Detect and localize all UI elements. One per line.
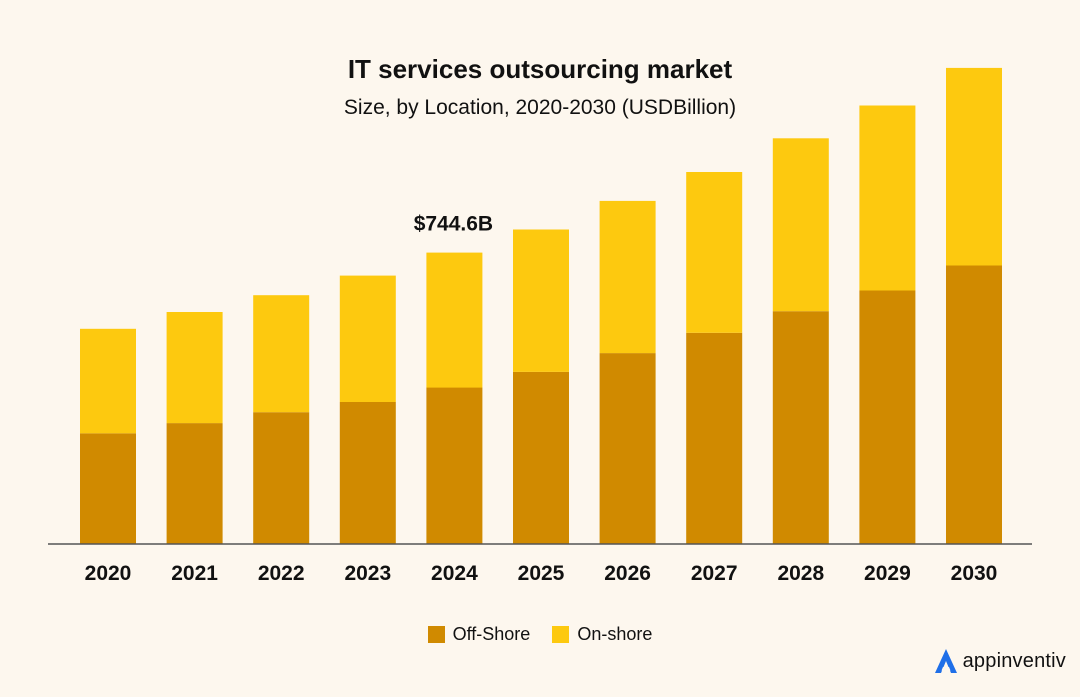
x-tick-label-2026: 2026	[604, 562, 651, 585]
bar-offshore-2029	[859, 290, 916, 544]
bar-offshore-2021	[166, 423, 223, 544]
bar-onshore-2024	[426, 252, 483, 388]
x-tick-label-2022: 2022	[258, 562, 305, 585]
x-tick-label-2025: 2025	[518, 562, 565, 585]
legend-swatch-offshore	[427, 626, 445, 643]
bar-offshore-2023	[339, 402, 396, 544]
annotation-label-2024: $744.6B	[414, 213, 493, 236]
appinventiv-a-icon	[934, 649, 957, 673]
legend-item-onshore: On-shore	[552, 624, 652, 645]
legend-label-onshore: On-shore	[577, 624, 653, 644]
x-tick-label-2028: 2028	[777, 562, 824, 585]
x-tick-label-2023: 2023	[344, 562, 391, 585]
bar-offshore-2026	[599, 353, 656, 544]
x-tick-label-2027: 2027	[691, 562, 738, 585]
bar-onshore-2029	[859, 105, 916, 291]
bar-offshore-2022	[253, 412, 310, 544]
chart-legend: Off-Shore On-shore	[0, 624, 1080, 645]
bar-onshore-2022	[253, 295, 310, 413]
bar-offshore-2030	[946, 265, 1002, 544]
bar-onshore-2021	[166, 312, 223, 424]
bar-onshore-2030	[946, 67, 1002, 266]
bar-onshore-2025	[513, 229, 569, 372]
bar-onshore-2028	[772, 138, 829, 312]
x-tick-label-2021: 2021	[171, 562, 218, 585]
brand-name: appinventiv	[962, 649, 1066, 672]
chart-subtitle: Size, by Location, 2020-2030 (USDBillion…	[343, 96, 737, 119]
bar-onshore-2023	[339, 275, 396, 402]
brand-logo: appinventiv	[932, 647, 1066, 675]
bar-onshore-2027	[686, 172, 743, 333]
x-tick-label-2029: 2029	[864, 562, 911, 585]
bar-offshore-2020	[80, 433, 136, 544]
legend-label-offshore: Off-Shore	[452, 624, 531, 644]
bar-onshore-2026	[599, 200, 656, 354]
legend-swatch-onshore	[552, 626, 570, 643]
bar-offshore-2028	[772, 311, 829, 544]
bar-onshore-2020	[80, 328, 136, 434]
chart-title: IT services outsourcing market	[347, 54, 733, 84]
x-tick-label-2024: 2024	[431, 562, 478, 585]
bar-offshore-2025	[513, 371, 569, 544]
bar-offshore-2027	[686, 332, 743, 544]
bar-offshore-2024	[426, 387, 483, 544]
legend-item-offshore: Off-Shore	[427, 624, 531, 645]
x-tick-label-2030: 2030	[951, 562, 998, 585]
x-tick-label-2020: 2020	[85, 562, 132, 585]
